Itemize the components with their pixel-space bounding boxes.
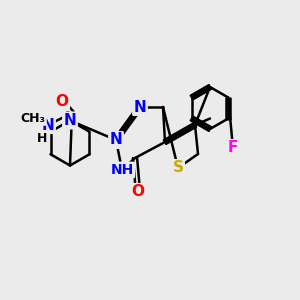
Text: N: N — [64, 113, 76, 128]
Text: N: N — [134, 100, 146, 115]
Text: O: O — [56, 94, 68, 110]
Text: S: S — [172, 160, 184, 175]
Text: N: N — [110, 133, 122, 148]
Text: CH₃: CH₃ — [20, 112, 46, 124]
Text: H: H — [37, 131, 47, 145]
Text: NH: NH — [110, 163, 134, 177]
Text: F: F — [228, 140, 238, 155]
Text: N: N — [42, 118, 54, 133]
Text: O: O — [131, 184, 145, 200]
